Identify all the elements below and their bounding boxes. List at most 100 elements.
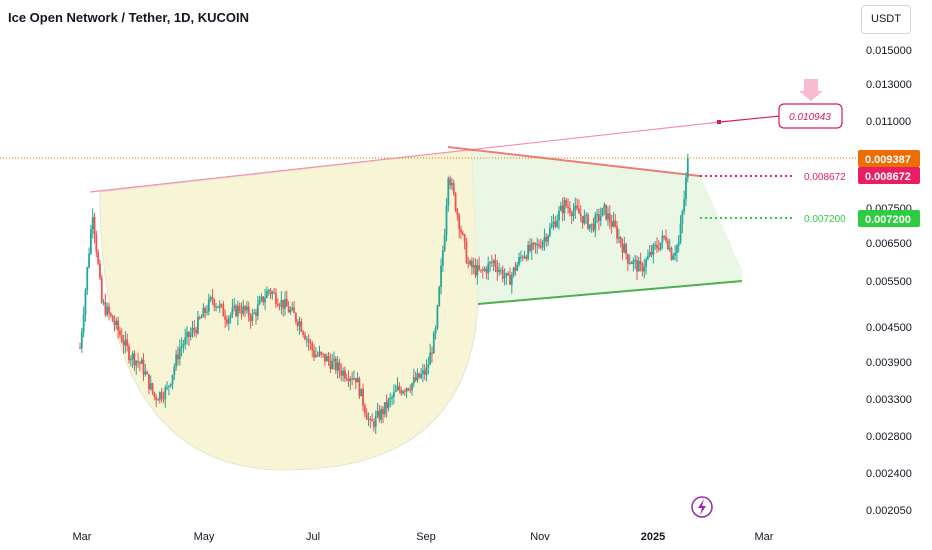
candle-body — [307, 338, 310, 343]
currency-button[interactable]: USDT — [861, 5, 911, 34]
candle-body — [509, 274, 511, 285]
candle-body — [289, 309, 292, 313]
candle-body — [80, 331, 83, 349]
target-line[interactable] — [719, 115, 781, 123]
candle-body — [175, 354, 178, 367]
candle-body — [311, 343, 314, 351]
candle-body — [645, 259, 647, 268]
candle-body — [652, 244, 655, 255]
candle-body — [619, 237, 622, 244]
candle-body — [320, 352, 323, 354]
candle-body — [84, 290, 87, 315]
x-axis[interactable]: Mar May Jul Sep Nov 2025 Mar — [73, 531, 774, 543]
y-axis[interactable]: 0.015000 0.013000 0.011000 0.007500 0.00… — [866, 45, 912, 517]
candle-body — [86, 267, 89, 291]
candle-body — [505, 272, 508, 277]
candle-body — [628, 262, 631, 264]
candle-body — [607, 213, 609, 220]
candle-body — [285, 299, 288, 307]
candle-body — [322, 353, 325, 355]
x-tick: Sep — [416, 531, 436, 543]
candle-body — [610, 222, 613, 227]
candle-body — [614, 220, 617, 227]
candle-body — [394, 390, 397, 392]
y-tick: 0.015000 — [866, 45, 912, 57]
candle-body — [666, 240, 669, 250]
candle-body — [391, 397, 393, 399]
candle-body — [534, 242, 537, 246]
candle-body — [398, 386, 401, 390]
candle-body — [222, 304, 225, 317]
candle-body — [197, 316, 199, 334]
lightning-icon[interactable] — [691, 496, 713, 518]
candle-body — [120, 335, 123, 342]
y-tick: 0.003300 — [866, 394, 912, 406]
candle-body — [503, 276, 506, 279]
candle-body — [549, 227, 551, 236]
candle-body — [380, 408, 383, 420]
candle-body — [590, 223, 593, 225]
candle-body — [149, 383, 152, 390]
candle-body — [672, 255, 675, 260]
target-line-handle[interactable] — [717, 120, 721, 124]
candle-body — [284, 299, 286, 309]
candle-body — [247, 306, 250, 317]
candle-body — [637, 261, 640, 272]
candle-body — [374, 415, 377, 427]
candle-body — [440, 265, 442, 287]
candle-body — [643, 267, 646, 272]
candle-body — [117, 320, 120, 331]
triangle-upper-line[interactable] — [447, 146, 701, 177]
candle-body — [559, 205, 562, 211]
candle-body — [639, 261, 642, 265]
triangle-lower-line[interactable] — [477, 280, 743, 305]
support-price-tag — [858, 210, 920, 227]
candle-body — [137, 360, 139, 363]
candle-body — [189, 333, 192, 338]
upper-trend-line[interactable] — [89, 121, 721, 193]
candle-body — [625, 244, 628, 255]
candle-body — [111, 315, 114, 322]
candle-body — [168, 386, 170, 388]
candle-body — [231, 307, 234, 315]
candle-body — [100, 277, 103, 303]
candle-body — [389, 397, 392, 400]
candle-body — [336, 362, 339, 371]
candle-body — [209, 297, 212, 300]
candle-body — [88, 253, 90, 268]
y-tick: 0.013000 — [866, 79, 912, 91]
candle-body — [191, 328, 194, 334]
candle-body — [129, 359, 132, 361]
candle-body — [402, 391, 404, 394]
candle-body — [587, 214, 589, 229]
candle-body — [412, 377, 415, 384]
candle-body — [532, 242, 535, 244]
candle-body — [157, 399, 159, 401]
candle-body — [331, 360, 334, 370]
candle-body — [140, 359, 143, 364]
candle-body — [378, 410, 381, 420]
x-tick: May — [194, 531, 215, 543]
candle-body — [648, 252, 651, 257]
candle-body — [166, 387, 168, 389]
candle-body — [198, 316, 201, 319]
candle-body — [338, 362, 341, 371]
target-box[interactable] — [778, 103, 843, 129]
candle-body — [109, 313, 112, 316]
candle-body — [601, 208, 604, 217]
candle-body — [160, 392, 163, 399]
last-price-tag — [858, 150, 920, 167]
candle-body — [382, 408, 384, 415]
candle-body — [220, 304, 223, 306]
candle-body — [276, 303, 279, 306]
candle-body — [153, 392, 156, 398]
x-tick: Mar — [73, 531, 92, 543]
candle-body — [227, 317, 230, 324]
candle-body — [363, 405, 366, 413]
down-arrow-icon — [799, 79, 823, 101]
candle-body — [474, 265, 477, 276]
candle-body — [507, 272, 510, 275]
candle-body — [414, 377, 417, 381]
candle-body — [334, 358, 337, 371]
